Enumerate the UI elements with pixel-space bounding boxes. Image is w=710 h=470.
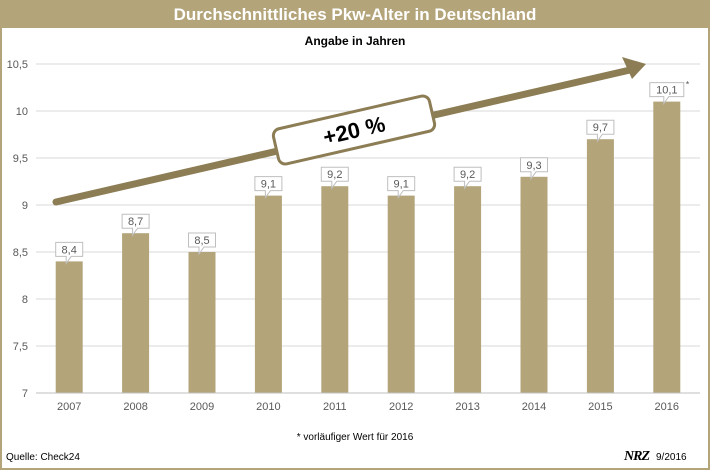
- bar: [653, 101, 681, 393]
- bar: [122, 233, 150, 393]
- data-label: 9,2: [460, 169, 475, 181]
- data-label: 9,7: [593, 122, 608, 134]
- data-label-callout: [320, 166, 349, 190]
- data-label: 8,7: [128, 216, 143, 228]
- trend-arrow-head: [622, 57, 646, 79]
- bar: [254, 195, 282, 393]
- x-tick-label: 2012: [389, 401, 413, 413]
- bar: [188, 252, 216, 393]
- bar: [387, 195, 415, 393]
- data-label-callout: [121, 213, 150, 237]
- data-label-callout: [649, 82, 685, 106]
- bar: [321, 186, 349, 393]
- x-tick-label: 2015: [588, 401, 612, 413]
- x-tick-label: 2007: [57, 401, 81, 413]
- y-tick-label: 9,5: [13, 153, 28, 165]
- chart-title: Durchschnittliches Pkw-Alter in Deutschl…: [2, 2, 708, 28]
- data-label-callout: [188, 232, 216, 256]
- x-tick-label: 2011: [323, 401, 347, 413]
- growth-annotation: +20 %: [271, 94, 437, 166]
- x-tick-label: 2014: [522, 401, 546, 413]
- y-tick-label: 10: [16, 106, 28, 118]
- footnote: * vorläufiger Wert für 2016: [296, 432, 414, 443]
- data-label: 8,4: [62, 244, 77, 256]
- data-label-callout: [55, 241, 84, 265]
- data-label: 9,2: [327, 169, 342, 181]
- data-label-footnote-mark: *: [686, 80, 690, 90]
- bar: [454, 186, 482, 393]
- publication-date: 9/2016: [656, 452, 687, 463]
- data-label: 9,1: [394, 179, 409, 191]
- x-tick-label: 2016: [655, 401, 679, 413]
- y-tick-label: 7,5: [13, 341, 28, 353]
- x-tick-label: 2010: [256, 401, 280, 413]
- chart-subtitle: Angabe in Jahren: [304, 34, 406, 48]
- data-label: 9,1: [261, 179, 276, 191]
- data-label: 8,5: [194, 235, 209, 247]
- data-label: 9,3: [526, 160, 541, 172]
- x-tick-label: 2008: [123, 401, 147, 413]
- data-label-callout: [453, 166, 482, 190]
- y-tick-label: 7: [22, 388, 28, 400]
- publisher-logo: NRZ: [624, 449, 650, 464]
- bar: [520, 176, 548, 393]
- x-tick-label: 2009: [190, 401, 214, 413]
- y-tick-label: 9: [22, 200, 28, 212]
- data-label: 10,1: [656, 85, 677, 97]
- data-label-callout: [520, 157, 548, 181]
- source-note: Quelle: Check24: [6, 452, 80, 463]
- y-tick-label: 8,5: [13, 247, 28, 259]
- y-tick-label: 8: [22, 294, 28, 306]
- data-label-callout: [254, 176, 283, 200]
- bar: [55, 261, 83, 393]
- data-label-callout: [387, 176, 416, 200]
- bar: [586, 139, 614, 393]
- x-tick-label: 2013: [455, 401, 479, 413]
- data-label-callout: [586, 119, 615, 143]
- growth-annotation-box: [271, 94, 437, 166]
- y-tick-label: 10,5: [7, 59, 28, 71]
